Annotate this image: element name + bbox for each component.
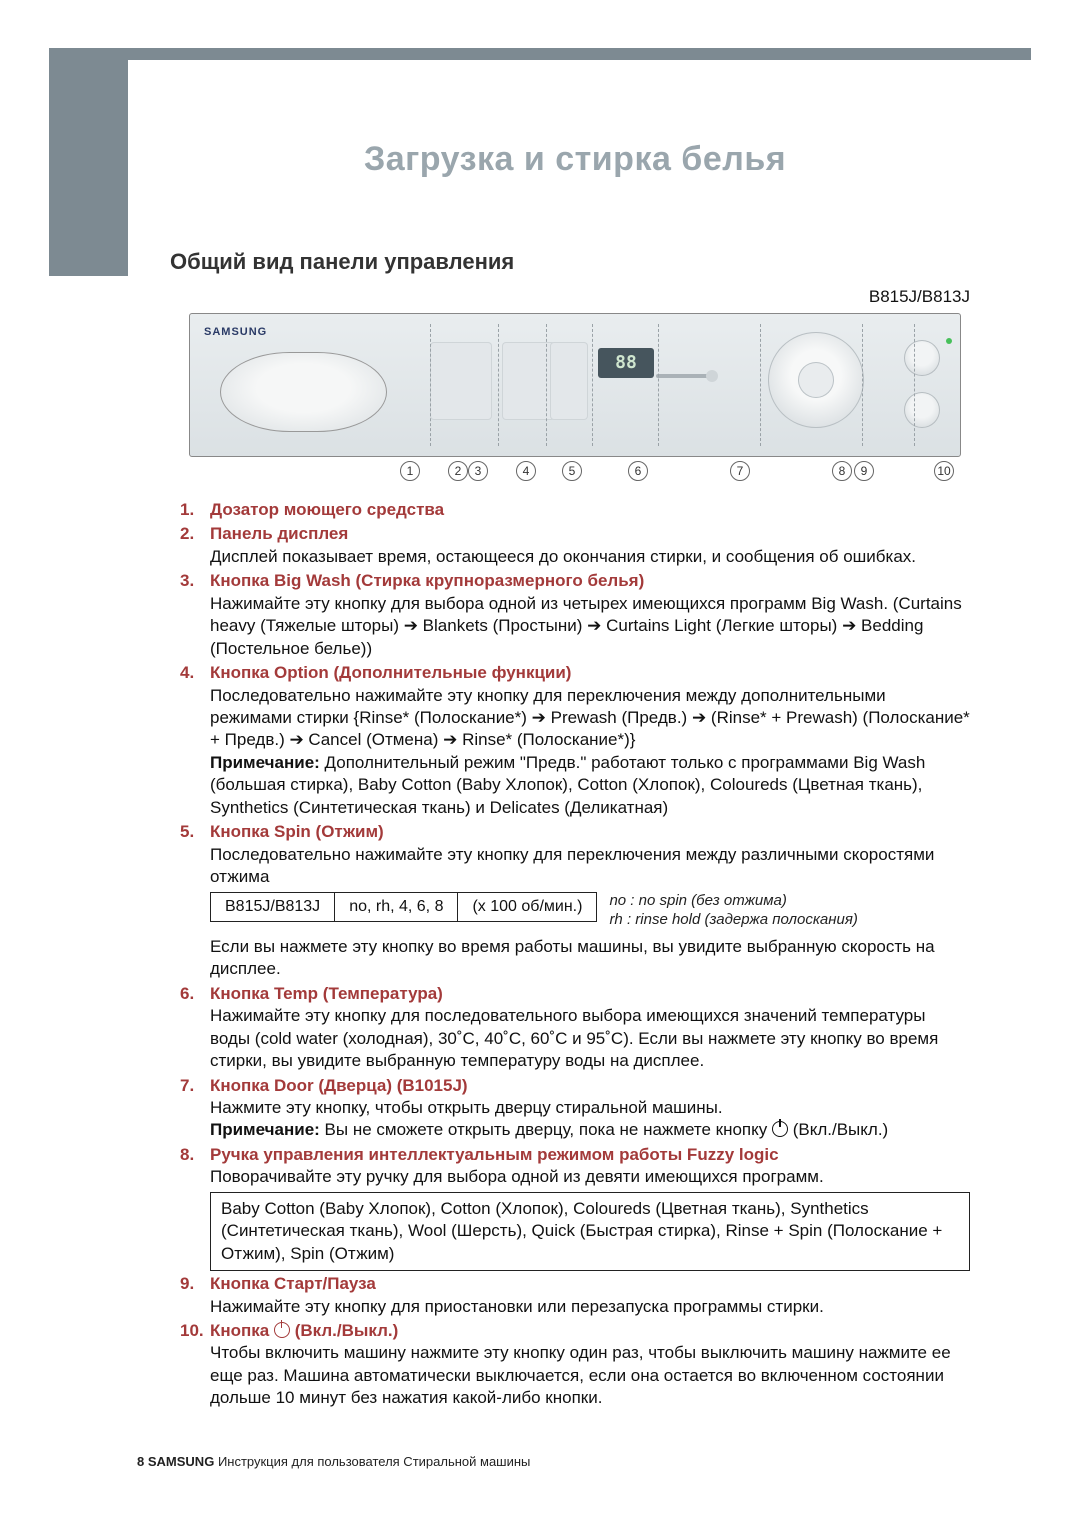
- slider-icon: [656, 374, 716, 378]
- spin-table-cell: no, rh, 4, 6, 8: [335, 893, 458, 921]
- feature-title: Кнопка Door (Дверца) (B1015J): [210, 1076, 468, 1095]
- spin-table-row: B815J/B813Jno, rh, 4, 6, 8(x 100 об/мин.…: [210, 892, 970, 930]
- model-label: B815J/B813J: [170, 287, 970, 307]
- callout-line-icon: [760, 324, 761, 446]
- feature-body: Нажимайте эту кнопку для последовательно…: [210, 1006, 938, 1070]
- callout-number: 5: [562, 461, 582, 481]
- feature-note: Вы не сможете открыть дверцу, пока не на…: [325, 1120, 889, 1139]
- feature-note-label: Примечание:: [210, 753, 325, 772]
- program-box: Baby Cotton (Baby Хлопок), Cotton (Хлопо…: [210, 1192, 970, 1271]
- feature-body: Нажимайте эту кнопку для приостановки ил…: [210, 1297, 824, 1316]
- callout-line-icon: [498, 324, 499, 446]
- page-footer: 8 SAMSUNG Инструкция для пользователя Ст…: [137, 1454, 530, 1469]
- callout-line-icon: [546, 324, 547, 446]
- feature-item: Кнопка Door (Дверца) (B1015J) Нажмите эту…: [180, 1075, 970, 1142]
- control-panel-figure: SAMSUNG 88 12345678910: [180, 313, 970, 487]
- feature-item: Панель дисплея Дисплей показывает время, …: [180, 523, 970, 568]
- callout-number: 8: [832, 461, 852, 481]
- feature-title: Дозатор моющего средства: [210, 500, 444, 519]
- feature-item: Кнопка Temp (Температура) Нажимайте эту к…: [180, 983, 970, 1073]
- header-bar-left: [49, 48, 128, 276]
- feature-item: Дозатор моющего средства: [180, 499, 970, 521]
- feature-item: Кнопка (Вкл./Выкл.) Чтобы включить машину…: [180, 1320, 970, 1410]
- feature-note-label: Примечание:: [210, 1120, 325, 1139]
- callout-number: 9: [854, 461, 874, 481]
- control-panel: SAMSUNG 88: [189, 313, 961, 457]
- callout-line-icon: [862, 324, 863, 446]
- callout-number: 4: [516, 461, 536, 481]
- feature-body: Дисплей показывает время, остающееся до …: [210, 547, 916, 566]
- feature-list: Дозатор моющего средства Панель дисплея Ди…: [180, 499, 970, 1410]
- feature-body: Последовательно нажимайте эту кнопку для…: [210, 845, 934, 886]
- callout-line-icon: [592, 324, 593, 446]
- callout-line-icon: [430, 324, 431, 446]
- feature-title: Кнопка Старт/Пауза: [210, 1274, 376, 1293]
- callout-number: 6: [628, 461, 648, 481]
- feature-body: Нажмите эту кнопку, чтобы открыть дверцу…: [210, 1098, 723, 1117]
- callout-line-icon: [914, 324, 915, 446]
- feature-body: Последовательно нажимайте эту кнопку для…: [210, 686, 970, 750]
- spin-table-cell: B815J/B813J: [211, 893, 335, 921]
- feature-title: Кнопка Temp (Температура): [210, 984, 443, 1003]
- callout-number: 2: [448, 461, 468, 481]
- callout-number: 1: [400, 461, 420, 481]
- feature-title: Кнопка Big Wash (Стирка крупноразмерного…: [210, 571, 644, 590]
- feature-item: Кнопка Big Wash (Стирка крупноразмерного…: [180, 570, 970, 660]
- feature-body: Чтобы включить машину нажмите эту кнопку…: [210, 1343, 951, 1407]
- panel-brand: SAMSUNG: [204, 326, 267, 338]
- program-dial-icon: [768, 332, 864, 428]
- callout-number: 7: [730, 461, 750, 481]
- feature-item: Кнопка Spin (Отжим) Последовательно нажим…: [180, 821, 970, 981]
- chapter-title: Загрузка и стирка белья: [170, 140, 980, 179]
- feature-title: Кнопка (Вкл./Выкл.): [210, 1321, 398, 1340]
- feature-body: Если вы нажмете эту кнопку во время рабо…: [210, 937, 935, 978]
- spin-notes: no : no spin (без отжима)rh : rinse hold…: [609, 892, 857, 930]
- led-icon: [946, 338, 952, 344]
- feature-item: Кнопка Option (Дополнительные функции) По…: [180, 662, 970, 819]
- footer-text: Инструкция для пользователя Стиральной м…: [218, 1454, 530, 1469]
- detergent-drawer-icon: [220, 352, 387, 432]
- spin-table-cell: (x 100 об/мин.): [458, 893, 597, 921]
- round-button-icon: [904, 392, 940, 428]
- feature-title: Панель дисплея: [210, 524, 348, 543]
- feature-body: Поворачивайте эту ручку для выбора одной…: [210, 1167, 824, 1186]
- callout-number: 10: [934, 461, 954, 481]
- round-button-icon: [904, 340, 940, 376]
- page-content: Загрузка и стирка белья Общий вид панели…: [170, 125, 980, 1412]
- callout-number: 3: [468, 461, 488, 481]
- callout-line-icon: [658, 324, 659, 446]
- callout-numbers-row: 12345678910: [190, 461, 960, 487]
- manual-page: Загрузка и стирка белья Общий вид панели…: [0, 0, 1080, 1533]
- feature-title: Ручка управления интеллектуальным режимо…: [210, 1145, 779, 1164]
- button-group-icon: [430, 342, 492, 420]
- feature-item: Кнопка Старт/Пауза Нажимайте эту кнопку д…: [180, 1273, 970, 1318]
- display-icon: 88: [598, 348, 654, 378]
- footer-brand: SAMSUNG: [148, 1454, 214, 1469]
- page-number: 8: [137, 1454, 144, 1469]
- feature-body: Нажимайте эту кнопку для выбора одной из…: [210, 594, 962, 658]
- header-bar-top: [49, 48, 1031, 60]
- feature-title: Кнопка Option (Дополнительные функции): [210, 663, 571, 682]
- feature-title: Кнопка Spin (Отжим): [210, 822, 384, 841]
- spin-table: B815J/B813Jno, rh, 4, 6, 8(x 100 об/мин.…: [210, 892, 597, 921]
- feature-item: Ручка управления интеллектуальным режимо…: [180, 1144, 970, 1271]
- button-group-icon: [550, 342, 588, 420]
- section-title: Общий вид панели управления: [170, 249, 980, 275]
